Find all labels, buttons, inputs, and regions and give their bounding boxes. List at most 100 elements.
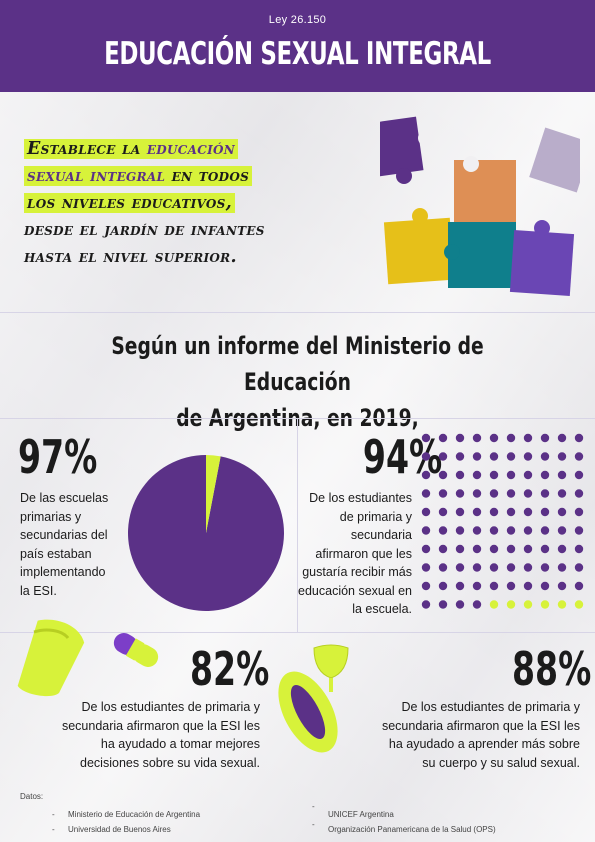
dot-filled (438, 526, 448, 535)
stat-82-value: 82% (190, 642, 270, 696)
dot-filled (574, 507, 584, 517)
dot-filled (489, 470, 499, 480)
dot-filled (506, 526, 516, 535)
dot-filled (472, 544, 482, 554)
dot-filled (540, 507, 550, 517)
stat-97-line: De las escuelas (20, 491, 109, 505)
dot-filled (557, 544, 567, 554)
dot-remaining (506, 600, 516, 609)
dot-filled (489, 563, 499, 572)
intro-text-1b: educación (146, 139, 236, 159)
puzzle-piece-violet (509, 220, 575, 297)
intro-text-2b: en todos (165, 166, 250, 186)
dot-filled (489, 581, 499, 591)
puzzle-piece-yellow (383, 208, 455, 285)
dot-filled (557, 526, 567, 535)
stat-94-line: gustaría recibir más (302, 565, 412, 579)
dot-filled (523, 563, 533, 572)
dot-filled (523, 433, 533, 443)
dot-filled (574, 470, 584, 480)
page-title: EDUCACIÓN SEXUAL INTEGRAL (104, 36, 491, 72)
source-bullet: - (52, 810, 55, 819)
dot-filled (574, 433, 584, 443)
divider-lower (0, 632, 595, 633)
dot-filled (540, 452, 550, 461)
intro-text-1a: Establece la (27, 139, 147, 159)
dot-filled (421, 581, 431, 591)
dot-filled (472, 489, 482, 498)
dot-filled (540, 433, 550, 443)
intro-line-1: Establece la educación (24, 136, 364, 163)
dot-filled (523, 526, 533, 535)
dot-filled (472, 526, 482, 535)
dot-filled (557, 489, 567, 498)
stat-94-line: afirmaron que les (315, 546, 412, 561)
dot-filled (438, 507, 448, 517)
dot-remaining (557, 600, 567, 609)
dot-filled (438, 433, 448, 443)
intro-statement: Establece la educación sexual integral e… (24, 136, 364, 271)
dot-filled (506, 507, 516, 517)
dot-filled (472, 470, 482, 480)
stat-97-line: secundarias del (20, 528, 108, 542)
dot-filled (574, 544, 584, 554)
dot-filled (472, 581, 482, 591)
stat-97-description: De las escuelas primarias y secundarias … (20, 489, 130, 600)
source-bullet: - (312, 820, 315, 829)
puzzle-piece-purple (380, 116, 434, 184)
dot-filled (489, 526, 499, 535)
dot-filled (421, 489, 431, 498)
source-item: Organización Panamericana de la Salud (O… (328, 825, 496, 834)
dot-filled (455, 470, 465, 480)
dot-filled (506, 489, 516, 498)
stat-94-description: De los estudiantes de primaria y secunda… (282, 489, 412, 619)
dot-filled (455, 433, 465, 443)
dot-filled (421, 544, 431, 554)
intro-line-2: sexual integral en todos (24, 163, 364, 190)
stat-97-line: la ESI. (20, 583, 57, 598)
dot-filled (421, 470, 431, 480)
stat-97-line: primarias y (20, 509, 82, 524)
dot-filled (557, 433, 567, 443)
intro-text-2a: sexual integral (27, 166, 166, 186)
report-line-1: Según un informe del Ministerio de Educa… (111, 332, 484, 396)
dot-filled (455, 544, 465, 554)
dot-filled (455, 563, 465, 572)
source-item: Universidad de Buenos Aires (68, 825, 171, 834)
dot-filled (540, 470, 550, 480)
dot-filled (523, 544, 533, 554)
sources-label: Datos: (20, 792, 44, 801)
dot-filled (557, 507, 567, 517)
dot-filled (506, 544, 516, 554)
dot-filled (421, 526, 431, 535)
dot-filled (557, 452, 567, 461)
dot-filled (455, 489, 465, 498)
condom-icon (17, 619, 85, 697)
stat-94-line: de primaria y (339, 509, 412, 524)
dot-filled (540, 581, 550, 591)
stat-94-line: De los estudiantes (309, 491, 412, 505)
dot-filled (557, 581, 567, 591)
source-bullet: - (312, 802, 315, 811)
stat-88-line: ha ayudado a aprender más sobre (388, 737, 580, 751)
dot-filled (438, 489, 448, 498)
intro-highlight-1: Establece la educación (24, 139, 239, 159)
sanitary-pad-icon (278, 671, 338, 753)
dot-filled (489, 433, 499, 443)
dot-remaining (540, 600, 550, 609)
puzzle-piece-orange (454, 156, 516, 222)
stat-82-line: secundaria afirmaron que la ESI les (61, 718, 260, 733)
dot-filled (506, 581, 516, 591)
dot-filled (523, 507, 533, 517)
intro-line-3: los niveles educativos, (24, 190, 364, 217)
dot-filled (455, 507, 465, 517)
dot-filled (438, 581, 448, 591)
dot-filled (455, 452, 465, 461)
dot-filled (455, 581, 465, 591)
dot-filled (574, 563, 584, 572)
pie-chart-97 (128, 455, 284, 611)
dot-filled (421, 600, 431, 609)
dot-remaining (489, 600, 499, 609)
dot-filled (489, 489, 499, 498)
stat-97-line: país estaban (20, 546, 92, 561)
